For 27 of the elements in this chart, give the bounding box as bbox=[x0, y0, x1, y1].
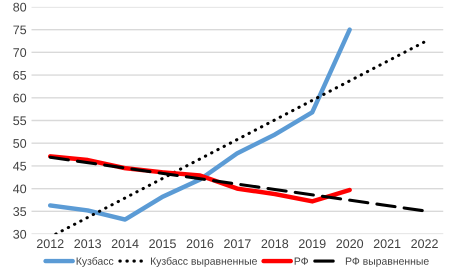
x-tick-label: 2017 bbox=[224, 239, 251, 248]
y-tick-label: 40 bbox=[13, 184, 26, 194]
y-tick-label: 65 bbox=[13, 70, 26, 80]
legend-label: РФ bbox=[294, 257, 308, 265]
x-tick-label: 2018 bbox=[262, 239, 288, 248]
legend-label: Кузбасс bbox=[76, 257, 114, 267]
legend-label: РФ выравненные bbox=[346, 257, 429, 267]
x-tick-label: 2021 bbox=[374, 239, 400, 248]
y-tick-label: 55 bbox=[13, 116, 26, 126]
x-tick-label: 2015 bbox=[149, 239, 176, 248]
x-tick-label: 2022 bbox=[411, 239, 438, 248]
y-tick-label: 35 bbox=[13, 207, 26, 216]
x-tick-label: 2012 bbox=[36, 239, 64, 248]
x-tick-label: 2013 bbox=[74, 239, 102, 248]
y-tick-label: 75 bbox=[13, 26, 26, 34]
line-series bbox=[48, 27, 352, 222]
x-tick-label: 2019 bbox=[298, 239, 326, 248]
legend-label: Кузбасс выравненные bbox=[150, 257, 257, 267]
y-tick-label: 45 bbox=[13, 162, 26, 171]
y-tick-label: 70 bbox=[13, 48, 26, 58]
y-tick-label: 30 bbox=[13, 230, 26, 239]
x-tick-label: 2014 bbox=[112, 239, 139, 248]
y-tick-label: 50 bbox=[13, 139, 26, 148]
y-tick-label: 60 bbox=[13, 94, 26, 102]
x-tick-label: 2016 bbox=[186, 239, 214, 248]
y-tick-label: 80 bbox=[13, 2, 26, 12]
x-tick-label: 2020 bbox=[336, 239, 364, 248]
